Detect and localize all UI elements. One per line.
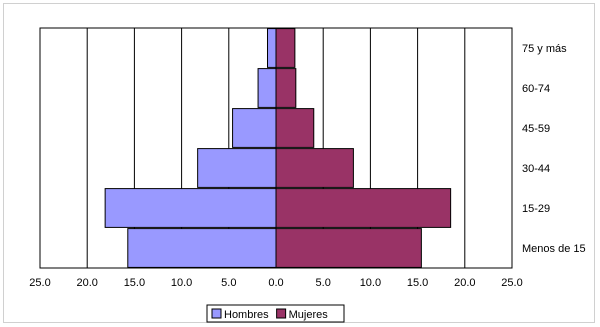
category-label: 60-74 [522,83,550,95]
x-tick-label: 10.0 [171,277,192,289]
x-tick-label: 20.0 [76,277,97,289]
x-tick-label: 5.0 [221,277,236,289]
x-tick-label: 25.0 [501,277,522,289]
legend: Hombres Mujeres [206,304,345,323]
bar-mujeres [275,188,452,228]
x-tick-label: 25.0 [29,277,50,289]
bar-mujeres [275,228,422,268]
category-label: 45-59 [522,123,550,135]
category-label: 15-29 [522,203,550,215]
category-label: 75 y más [522,43,567,55]
bar-mujeres [275,148,354,188]
x-tick-label: 15.0 [407,277,428,289]
bar-mujeres [275,68,297,108]
bar-hombres [197,148,277,188]
category-labels: Menos de 15 15-29 30-44 45-59 60-74 75 y más [522,43,586,255]
bar-hombres [257,68,277,108]
x-tick-label: 0.0 [268,277,283,289]
x-tick-labels: 25.0 20.0 15.0 10.0 5.0 0.0 5.0 10.0 15.0 20.0 25.… [29,277,522,289]
bar-hombres [127,228,277,268]
legend-box [206,304,345,323]
legend-swatch [276,308,287,319]
bars [104,28,452,268]
bar-mujeres [275,28,296,68]
bar-hombres [267,28,277,68]
legend-label: Mujeres [289,309,329,321]
x-tick-label: 5.0 [316,277,331,289]
x-tick-label: 20.0 [454,277,475,289]
legend-swatch [211,308,222,319]
bar-hombres [232,108,277,148]
x-tick-label: 10.0 [360,277,381,289]
bar-hombres [104,188,277,228]
legend-label: Hombres [224,309,269,321]
x-tick-label: 15.0 [124,277,145,289]
category-label: Menos de 15 [522,243,586,255]
category-label: 30-44 [522,163,550,175]
bar-mujeres [275,108,315,148]
